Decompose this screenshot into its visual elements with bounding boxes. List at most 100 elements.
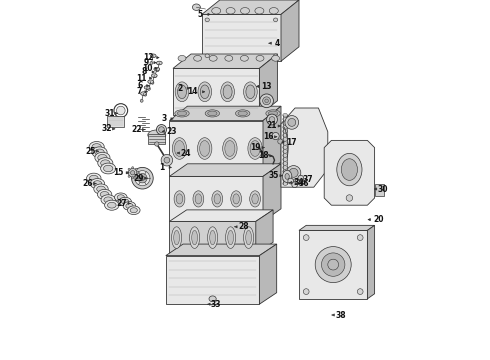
Ellipse shape [177, 85, 187, 99]
Polygon shape [166, 244, 277, 256]
Text: 25: 25 [85, 147, 98, 156]
Text: 22: 22 [131, 125, 145, 134]
Text: 6: 6 [138, 81, 149, 90]
Ellipse shape [265, 99, 269, 103]
Ellipse shape [282, 170, 292, 183]
Ellipse shape [174, 191, 185, 207]
Ellipse shape [223, 85, 232, 99]
Text: 13: 13 [256, 82, 272, 91]
Ellipse shape [357, 235, 363, 240]
Ellipse shape [92, 144, 101, 150]
Ellipse shape [283, 182, 288, 185]
Ellipse shape [292, 182, 297, 188]
Ellipse shape [135, 175, 137, 177]
Ellipse shape [283, 178, 288, 181]
Ellipse shape [303, 235, 309, 240]
Ellipse shape [252, 194, 258, 204]
Ellipse shape [283, 145, 288, 149]
Ellipse shape [100, 163, 116, 174]
Text: 12: 12 [144, 53, 159, 62]
Ellipse shape [298, 175, 304, 181]
Ellipse shape [283, 166, 288, 169]
Ellipse shape [138, 174, 147, 183]
Ellipse shape [244, 227, 254, 248]
Polygon shape [256, 210, 273, 254]
Ellipse shape [283, 158, 288, 161]
Ellipse shape [346, 195, 353, 201]
Ellipse shape [98, 158, 113, 168]
Ellipse shape [100, 192, 109, 197]
Ellipse shape [208, 227, 218, 248]
Ellipse shape [90, 175, 98, 181]
Ellipse shape [289, 168, 298, 177]
Text: 32: 32 [101, 124, 115, 133]
Ellipse shape [95, 152, 110, 163]
Ellipse shape [123, 202, 136, 210]
Ellipse shape [117, 106, 125, 115]
Polygon shape [166, 256, 259, 304]
Ellipse shape [97, 186, 105, 192]
Ellipse shape [228, 230, 233, 245]
Ellipse shape [295, 179, 301, 185]
Ellipse shape [175, 82, 189, 102]
Ellipse shape [195, 194, 201, 204]
Ellipse shape [321, 253, 345, 276]
Ellipse shape [107, 202, 116, 208]
Ellipse shape [283, 162, 288, 165]
Text: 19: 19 [250, 143, 264, 152]
Ellipse shape [159, 127, 164, 132]
Ellipse shape [286, 166, 301, 180]
Ellipse shape [130, 171, 135, 175]
Text: 20: 20 [368, 215, 384, 224]
Ellipse shape [222, 138, 237, 159]
Text: 35: 35 [269, 171, 282, 180]
Ellipse shape [238, 111, 247, 116]
Ellipse shape [148, 130, 166, 140]
Ellipse shape [283, 134, 288, 137]
Ellipse shape [172, 138, 187, 159]
Ellipse shape [285, 174, 289, 179]
Ellipse shape [285, 116, 298, 129]
Ellipse shape [104, 200, 119, 210]
Text: 11: 11 [136, 74, 152, 83]
Ellipse shape [92, 147, 107, 158]
Ellipse shape [205, 110, 220, 117]
Ellipse shape [135, 171, 150, 186]
Bar [107, 116, 123, 127]
Text: 9: 9 [144, 58, 156, 67]
Ellipse shape [212, 191, 222, 207]
Text: 38: 38 [332, 310, 346, 320]
Ellipse shape [250, 140, 260, 156]
Ellipse shape [177, 111, 187, 116]
Ellipse shape [283, 121, 288, 125]
Ellipse shape [178, 55, 186, 61]
Ellipse shape [231, 191, 242, 207]
Ellipse shape [197, 138, 212, 159]
Polygon shape [170, 221, 256, 254]
Ellipse shape [147, 87, 150, 90]
Ellipse shape [225, 55, 233, 61]
Ellipse shape [90, 179, 104, 189]
Polygon shape [170, 106, 281, 121]
Ellipse shape [153, 75, 156, 78]
Text: 10: 10 [142, 64, 157, 73]
Ellipse shape [283, 138, 288, 141]
Ellipse shape [273, 18, 278, 22]
Ellipse shape [263, 97, 270, 105]
Ellipse shape [115, 193, 127, 202]
Ellipse shape [357, 289, 363, 294]
Polygon shape [324, 140, 374, 205]
Ellipse shape [137, 172, 139, 174]
Ellipse shape [151, 74, 157, 77]
Ellipse shape [214, 194, 220, 204]
Ellipse shape [174, 140, 185, 156]
Polygon shape [173, 54, 277, 68]
Ellipse shape [225, 140, 235, 156]
Text: 5: 5 [197, 10, 210, 19]
Ellipse shape [278, 139, 283, 144]
Text: 28: 28 [235, 222, 248, 231]
Ellipse shape [156, 61, 162, 65]
Ellipse shape [221, 82, 234, 102]
Ellipse shape [192, 230, 197, 245]
Ellipse shape [209, 55, 217, 61]
